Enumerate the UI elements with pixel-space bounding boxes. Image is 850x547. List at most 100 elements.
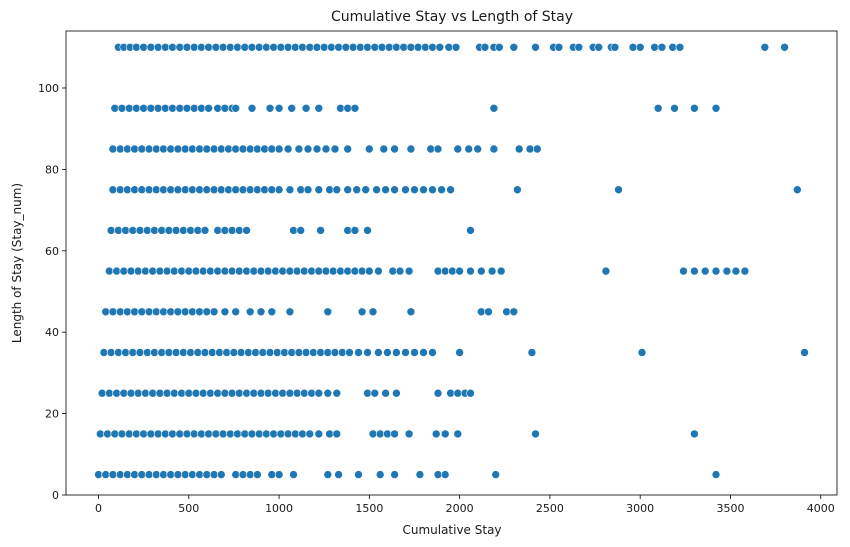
scatter-point (115, 470, 125, 479)
scatter-point (413, 42, 423, 52)
scatter-point (101, 470, 110, 479)
scatter-point (307, 266, 316, 276)
scatter-point (251, 348, 260, 357)
scatter-point (406, 307, 416, 317)
scatter-point (269, 429, 278, 439)
x-tick-label: 3500 (716, 502, 744, 515)
scatter-point (433, 144, 443, 154)
x-tick-label: 500 (178, 502, 199, 515)
scatter-point (209, 185, 219, 194)
scatter-point (202, 144, 212, 154)
scatter-point (375, 470, 385, 479)
scatter-point (296, 226, 306, 235)
scatter-point (226, 429, 235, 439)
scatter-point (668, 42, 678, 52)
scatter-point (363, 348, 372, 357)
scatter-point (514, 144, 524, 154)
scatter-point (283, 429, 293, 439)
scatter-point (258, 348, 268, 357)
scatter-point (303, 144, 313, 154)
scatter-point (276, 429, 286, 439)
scatter-point (355, 42, 365, 52)
scatter-point (213, 388, 222, 398)
scatter-point (280, 348, 289, 357)
scatter-point (242, 388, 251, 398)
scatter-point (245, 144, 255, 154)
scatter-point (204, 429, 213, 439)
scatter-point (381, 388, 390, 398)
scatter-point (354, 470, 363, 479)
scatter-point (133, 388, 143, 398)
scatter-point (269, 42, 278, 52)
scatter-point (179, 348, 188, 357)
scatter-point (245, 185, 255, 194)
scatter-point (193, 226, 203, 235)
scatter-point (144, 470, 154, 479)
scatter-point (301, 348, 311, 357)
scatter-point (198, 388, 208, 398)
scatter-point (332, 185, 342, 194)
scatter-point (238, 470, 248, 479)
scatter-point (267, 144, 277, 154)
scatter-point (711, 104, 721, 113)
scatter-point (410, 185, 419, 194)
scatter-point (141, 266, 150, 276)
scatter-point (285, 307, 295, 317)
scatter-point (321, 266, 331, 276)
scatter-point (139, 42, 148, 52)
scatter-point (381, 185, 390, 194)
scatter-point (431, 429, 441, 439)
scatter-point (292, 266, 302, 276)
scatter-point (171, 226, 181, 235)
scatter-point (711, 266, 721, 276)
scatter-point (426, 144, 436, 154)
scatter-point (679, 266, 688, 276)
scatter-point (197, 42, 206, 52)
scatter-point (274, 104, 284, 113)
scatter-point (146, 429, 156, 439)
scatter-point (332, 429, 342, 439)
scatter-point (283, 144, 293, 154)
scatter-point (594, 42, 604, 52)
scatter-point (220, 226, 230, 235)
scatter-point (451, 42, 461, 52)
scatter-point (336, 104, 345, 113)
scatter-point (121, 348, 130, 357)
scatter-point (357, 307, 367, 317)
scatter-point (433, 266, 443, 276)
scatter-point (119, 266, 129, 276)
scatter-point (218, 429, 228, 439)
scatter-point (240, 429, 250, 439)
y-axis-label: Length of Stay (Stay_num) (10, 183, 24, 343)
scatter-point (200, 226, 210, 235)
scatter-point (272, 348, 282, 357)
scatter-point (435, 42, 445, 52)
y-axis-ticks: 0 20 40 60 80 100 (38, 82, 66, 502)
scatter-point (792, 185, 802, 194)
scatter-point (298, 42, 307, 52)
scatter-point (531, 429, 540, 439)
scatter-point (101, 307, 110, 317)
scatter-point (350, 226, 360, 235)
scatter-point (168, 104, 177, 113)
scatter-point (180, 470, 190, 479)
scatter-point (242, 266, 251, 276)
scatter-point (711, 470, 721, 479)
scatter-point (170, 388, 179, 398)
scatter-point (375, 429, 385, 439)
scatter-point (363, 388, 372, 398)
scatter-point (115, 144, 125, 154)
scatter-point (103, 429, 112, 439)
scatter-point (364, 266, 374, 276)
scatter-point (105, 266, 114, 276)
scatter-point (110, 429, 120, 439)
plot-frame (65, 30, 838, 496)
scatter-point (294, 144, 304, 154)
scatter-point (446, 185, 455, 194)
scatter-point (108, 144, 118, 154)
scatter-point (341, 42, 351, 52)
scatter-point (96, 429, 105, 439)
scatter-point (390, 185, 399, 194)
scatter-point (164, 226, 174, 235)
scatter-point (254, 42, 264, 52)
